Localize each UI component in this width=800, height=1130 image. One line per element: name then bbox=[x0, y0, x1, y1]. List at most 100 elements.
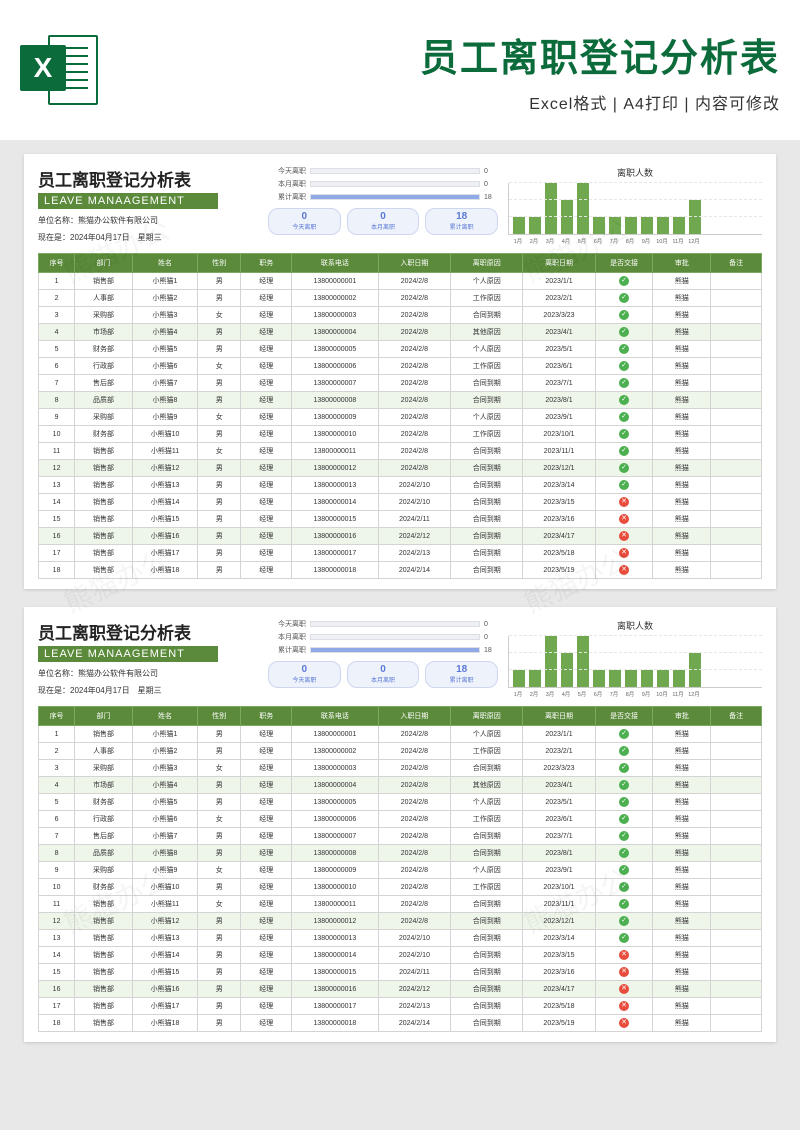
pill-text: 本月离职 bbox=[348, 222, 419, 231]
metric-row: 累计离职 18 bbox=[268, 645, 498, 655]
table-header: 离职日期 bbox=[523, 707, 595, 726]
table-row: 14 销售部 小熊猫14 男 经理 13800000014 2024/2/10 … bbox=[39, 947, 762, 964]
metrics-block: 今天离职 0 本月离职 0 累计离职 18 0 今天离职 0 本月离职 18 bbox=[268, 166, 498, 245]
table-header: 是否交接 bbox=[595, 254, 653, 273]
table-row: 13 销售部 小熊猫13 男 经理 13800000013 2024/2/10 … bbox=[39, 477, 762, 494]
summary-pill: 18 累计离职 bbox=[425, 661, 498, 688]
check-icon: ✓ bbox=[619, 276, 629, 286]
table-row: 10 财务部 小熊猫10 男 经理 13800000010 2024/2/8 工… bbox=[39, 426, 762, 443]
check-icon: ✓ bbox=[619, 429, 629, 439]
check-icon: ✓ bbox=[619, 361, 629, 371]
chart-xaxis: 1月2月3月4月5月6月7月8月9月10月11月12月 bbox=[508, 690, 762, 698]
metrics-block: 今天离职 0 本月离职 0 累计离职 18 0 今天离职 0 本月离职 18 bbox=[268, 619, 498, 698]
table-row: 12 销售部 小熊猫12 男 经理 13800000012 2024/2/8 合… bbox=[39, 460, 762, 477]
table-row: 9 采购部 小熊猫9 女 经理 13800000009 2024/2/8 个人原… bbox=[39, 862, 762, 879]
company-line: 单位名称：熊猫办公软件有限公司 bbox=[38, 668, 258, 679]
chart-bar bbox=[593, 217, 605, 234]
table-header: 备注 bbox=[711, 254, 762, 273]
summary-pill: 0 本月离职 bbox=[347, 661, 420, 688]
table-row: 9 采购部 小熊猫9 女 经理 13800000009 2024/2/8 个人原… bbox=[39, 409, 762, 426]
chart-bar bbox=[657, 670, 669, 687]
sheet-page-2: 员工离职登记分析表 LEAVE MANAAGEMENT 单位名称：熊猫办公软件有… bbox=[24, 607, 776, 1042]
cross-icon: ✕ bbox=[619, 1001, 629, 1011]
pill-text: 累计离职 bbox=[426, 222, 497, 231]
table-row: 8 品质部 小熊猫8 男 经理 13800000008 2024/2/8 合同到… bbox=[39, 392, 762, 409]
metric-row: 本月离职 0 bbox=[268, 179, 498, 189]
cross-icon: ✕ bbox=[619, 548, 629, 558]
table-row: 18 销售部 小熊猫18 男 经理 13800000018 2024/2/14 … bbox=[39, 562, 762, 579]
chart-bar bbox=[609, 670, 621, 687]
data-table: 序号部门姓名性别职务联系电话入职日期离职原因离职日期是否交接审批备注 1 销售部… bbox=[38, 253, 762, 579]
table-row: 7 售后部 小熊猫7 男 经理 13800000007 2024/2/8 合同到… bbox=[39, 375, 762, 392]
metric-row: 累计离职 18 bbox=[268, 192, 498, 202]
metric-value: 0 bbox=[484, 168, 498, 175]
check-icon: ✓ bbox=[619, 865, 629, 875]
table-row: 5 财务部 小熊猫5 男 经理 13800000005 2024/2/8 个人原… bbox=[39, 341, 762, 358]
cross-icon: ✕ bbox=[619, 984, 629, 994]
pill-number: 0 bbox=[348, 664, 419, 675]
check-icon: ✓ bbox=[619, 899, 629, 909]
check-icon: ✓ bbox=[619, 446, 629, 456]
table-header: 入职日期 bbox=[378, 707, 450, 726]
table-row: 4 市场部 小熊猫4 男 经理 13800000004 2024/2/8 其他原… bbox=[39, 324, 762, 341]
check-icon: ✓ bbox=[619, 395, 629, 405]
cross-icon: ✕ bbox=[619, 1018, 629, 1028]
cross-icon: ✕ bbox=[619, 967, 629, 977]
table-row: 2 人事部 小熊猫2 男 经理 13800000002 2024/2/8 工作原… bbox=[39, 743, 762, 760]
table-header: 审批 bbox=[653, 254, 711, 273]
table-header: 审批 bbox=[653, 707, 711, 726]
bar-chart bbox=[508, 636, 762, 688]
table-header: 离职原因 bbox=[451, 707, 523, 726]
table-row: 3 采购部 小熊猫3 女 经理 13800000003 2024/2/8 合同到… bbox=[39, 307, 762, 324]
table-header: 性别 bbox=[198, 254, 241, 273]
metric-label: 今天离职 bbox=[268, 619, 306, 629]
metric-bar bbox=[310, 168, 480, 174]
cross-icon: ✕ bbox=[619, 514, 629, 524]
sheet-title-cn: 员工离职登记分析表 bbox=[38, 166, 258, 191]
chart-block: 离职人数1月2月3月4月5月6月7月8月9月10月11月12月 bbox=[508, 619, 762, 698]
check-icon: ✓ bbox=[619, 746, 629, 756]
summary-pill: 18 累计离职 bbox=[425, 208, 498, 235]
table-row: 17 销售部 小熊猫17 男 经理 13800000017 2024/2/13 … bbox=[39, 545, 762, 562]
cross-icon: ✕ bbox=[619, 497, 629, 507]
metric-label: 累计离职 bbox=[268, 192, 306, 202]
check-icon: ✓ bbox=[619, 848, 629, 858]
table-row: 3 采购部 小熊猫3 女 经理 13800000003 2024/2/8 合同到… bbox=[39, 760, 762, 777]
pill-number: 0 bbox=[269, 211, 340, 222]
check-icon: ✓ bbox=[619, 412, 629, 422]
pill-number: 18 bbox=[426, 211, 497, 222]
table-header: 部门 bbox=[75, 707, 133, 726]
check-icon: ✓ bbox=[619, 916, 629, 926]
metric-row: 今天离职 0 bbox=[268, 619, 498, 629]
chart-bar bbox=[545, 183, 557, 234]
check-icon: ✓ bbox=[619, 480, 629, 490]
table-row: 4 市场部 小熊猫4 男 经理 13800000004 2024/2/8 其他原… bbox=[39, 777, 762, 794]
check-icon: ✓ bbox=[619, 463, 629, 473]
check-icon: ✓ bbox=[619, 293, 629, 303]
check-icon: ✓ bbox=[619, 831, 629, 841]
pill-text: 本月离职 bbox=[348, 675, 419, 684]
metric-bar bbox=[310, 634, 480, 640]
chart-title: 离职人数 bbox=[508, 166, 762, 179]
chart-bar bbox=[593, 670, 605, 687]
metric-label: 累计离职 bbox=[268, 645, 306, 655]
cross-icon: ✕ bbox=[619, 531, 629, 541]
cross-icon: ✕ bbox=[619, 950, 629, 960]
table-row: 18 销售部 小熊猫18 男 经理 13800000018 2024/2/14 … bbox=[39, 1015, 762, 1032]
table-row: 5 财务部 小熊猫5 男 经理 13800000005 2024/2/8 个人原… bbox=[39, 794, 762, 811]
company-line: 单位名称：熊猫办公软件有限公司 bbox=[38, 215, 258, 226]
metric-label: 本月离职 bbox=[268, 632, 306, 642]
table-row: 6 行政部 小熊猫6 女 经理 13800000006 2024/2/8 工作原… bbox=[39, 811, 762, 828]
metric-value: 0 bbox=[484, 621, 498, 628]
table-row: 15 销售部 小熊猫15 男 经理 13800000015 2024/2/11 … bbox=[39, 511, 762, 528]
table-row: 6 行政部 小熊猫6 女 经理 13800000006 2024/2/8 工作原… bbox=[39, 358, 762, 375]
pill-text: 今天离职 bbox=[269, 675, 340, 684]
table-row: 11 销售部 小熊猫11 女 经理 13800000011 2024/2/8 合… bbox=[39, 896, 762, 913]
table-row: 13 销售部 小熊猫13 男 经理 13800000013 2024/2/10 … bbox=[39, 930, 762, 947]
table-header: 职务 bbox=[241, 254, 292, 273]
table-header: 联系电话 bbox=[292, 707, 379, 726]
date-line: 现在是：2024年04月17日 星期三 bbox=[38, 685, 258, 696]
cross-icon: ✕ bbox=[619, 565, 629, 575]
table-row: 16 销售部 小熊猫16 男 经理 13800000016 2024/2/12 … bbox=[39, 528, 762, 545]
metric-label: 今天离职 bbox=[268, 166, 306, 176]
